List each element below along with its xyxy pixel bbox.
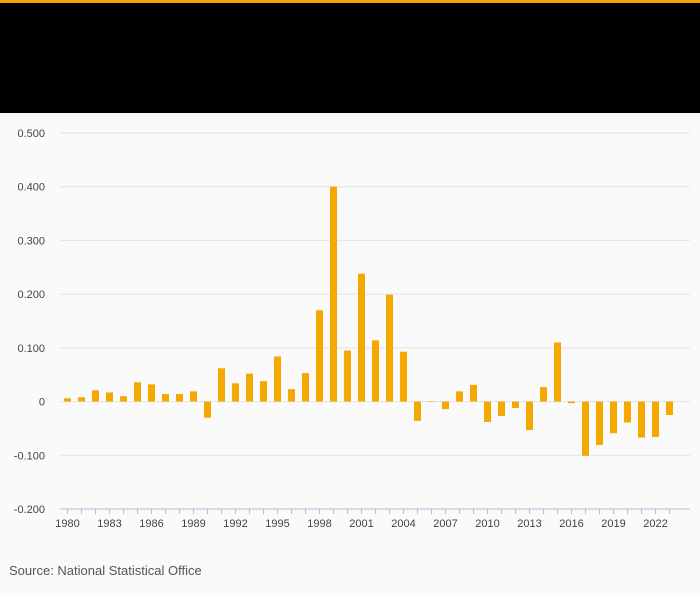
- bar-2017: [582, 401, 589, 456]
- bar-2021: [638, 401, 645, 438]
- x-tick-label: 1989: [181, 518, 205, 530]
- bar-2000: [344, 350, 351, 402]
- top-accent-rule: [0, 0, 700, 3]
- bar-1980: [64, 398, 71, 402]
- source-note: Source: National Statistical Office: [9, 563, 202, 578]
- bar-1999: [330, 186, 337, 402]
- bar-1992: [232, 383, 239, 402]
- bar-1998: [316, 310, 323, 402]
- x-tick-label: 2019: [601, 518, 625, 530]
- bar-2018: [596, 401, 603, 446]
- chart-area: -0.200 -0.100 0 0.100 0.200 0.300 0.400 0.500 1…: [0, 113, 700, 553]
- bar-1995: [274, 356, 281, 402]
- gridlines: [60, 132, 690, 510]
- bar-2006: [428, 401, 435, 403]
- x-tick-label: 2016: [559, 518, 583, 530]
- bar-2002: [372, 340, 379, 402]
- bar-1997: [302, 373, 309, 402]
- x-tick-label: 1983: [97, 518, 121, 530]
- bar-2015: [554, 342, 561, 402]
- x-tick-label: 2013: [517, 518, 541, 530]
- y-axis-labels: -0.200 -0.100 0 0.100 0.200 0.300 0.400 0.500: [14, 128, 45, 516]
- bar-2003: [386, 294, 393, 402]
- bar-2019: [610, 401, 617, 434]
- bar-2016: [568, 401, 575, 404]
- x-tick-label: 1992: [223, 518, 247, 530]
- bar-1990: [204, 401, 211, 418]
- bar-1991: [218, 368, 225, 402]
- x-tick-label: 2010: [475, 518, 499, 530]
- bar-2023: [666, 401, 673, 415]
- x-tick-label: 1998: [307, 518, 331, 530]
- bar-1984: [120, 396, 127, 402]
- bar-2007: [442, 401, 449, 410]
- bar-1989: [190, 391, 197, 402]
- y-tick-label: -0.100: [14, 450, 45, 462]
- bar-2010: [484, 401, 491, 422]
- x-tick-label: 1995: [265, 518, 289, 530]
- bar-1983: [106, 392, 113, 402]
- bar-2022: [652, 401, 659, 438]
- bar-2014: [540, 387, 547, 402]
- y-tick-label: -0.200: [14, 504, 45, 516]
- bar-2020: [624, 401, 631, 423]
- y-tick-label: 0.400: [17, 182, 45, 194]
- x-tick-label: 2004: [391, 518, 415, 530]
- bar-1985: [134, 382, 141, 402]
- y-tick-label: 0.500: [17, 128, 45, 140]
- y-tick-label: 0.200: [17, 289, 45, 301]
- bar-2004: [400, 351, 407, 402]
- bar-1987: [162, 394, 169, 402]
- bar-1988: [176, 394, 183, 402]
- bars: [64, 186, 673, 456]
- x-tick-label: 1980: [55, 518, 79, 530]
- x-tick-label: 1986: [139, 518, 163, 530]
- bar-1981: [78, 397, 85, 402]
- bar-1982: [92, 390, 99, 402]
- bar-2012: [512, 401, 519, 409]
- header-band: [0, 3, 700, 113]
- bar-1993: [246, 373, 253, 402]
- y-tick-label: 0: [39, 397, 45, 409]
- x-axis: 1980 1983 1986 1989 1992 1995 1998 2001 2004 2007…: [55, 508, 690, 530]
- bar-2001: [358, 273, 365, 402]
- x-tick-label: 2001: [349, 518, 373, 530]
- bar-1994: [260, 381, 267, 402]
- bar-2009: [470, 384, 477, 402]
- y-tick-label: 0.100: [17, 343, 45, 355]
- bar-chart: -0.200 -0.100 0 0.100 0.200 0.300 0.400 0.500 1…: [14, 128, 690, 530]
- bar-2013: [526, 401, 533, 431]
- bar-1986: [148, 384, 155, 402]
- x-tick-label: 2022: [643, 518, 667, 530]
- y-tick-label: 0.300: [17, 235, 45, 247]
- bar-2011: [498, 401, 505, 417]
- bar-2005: [414, 401, 421, 421]
- x-tick-label: 2007: [433, 518, 457, 530]
- bar-1996: [288, 389, 295, 402]
- bar-2008: [456, 391, 463, 402]
